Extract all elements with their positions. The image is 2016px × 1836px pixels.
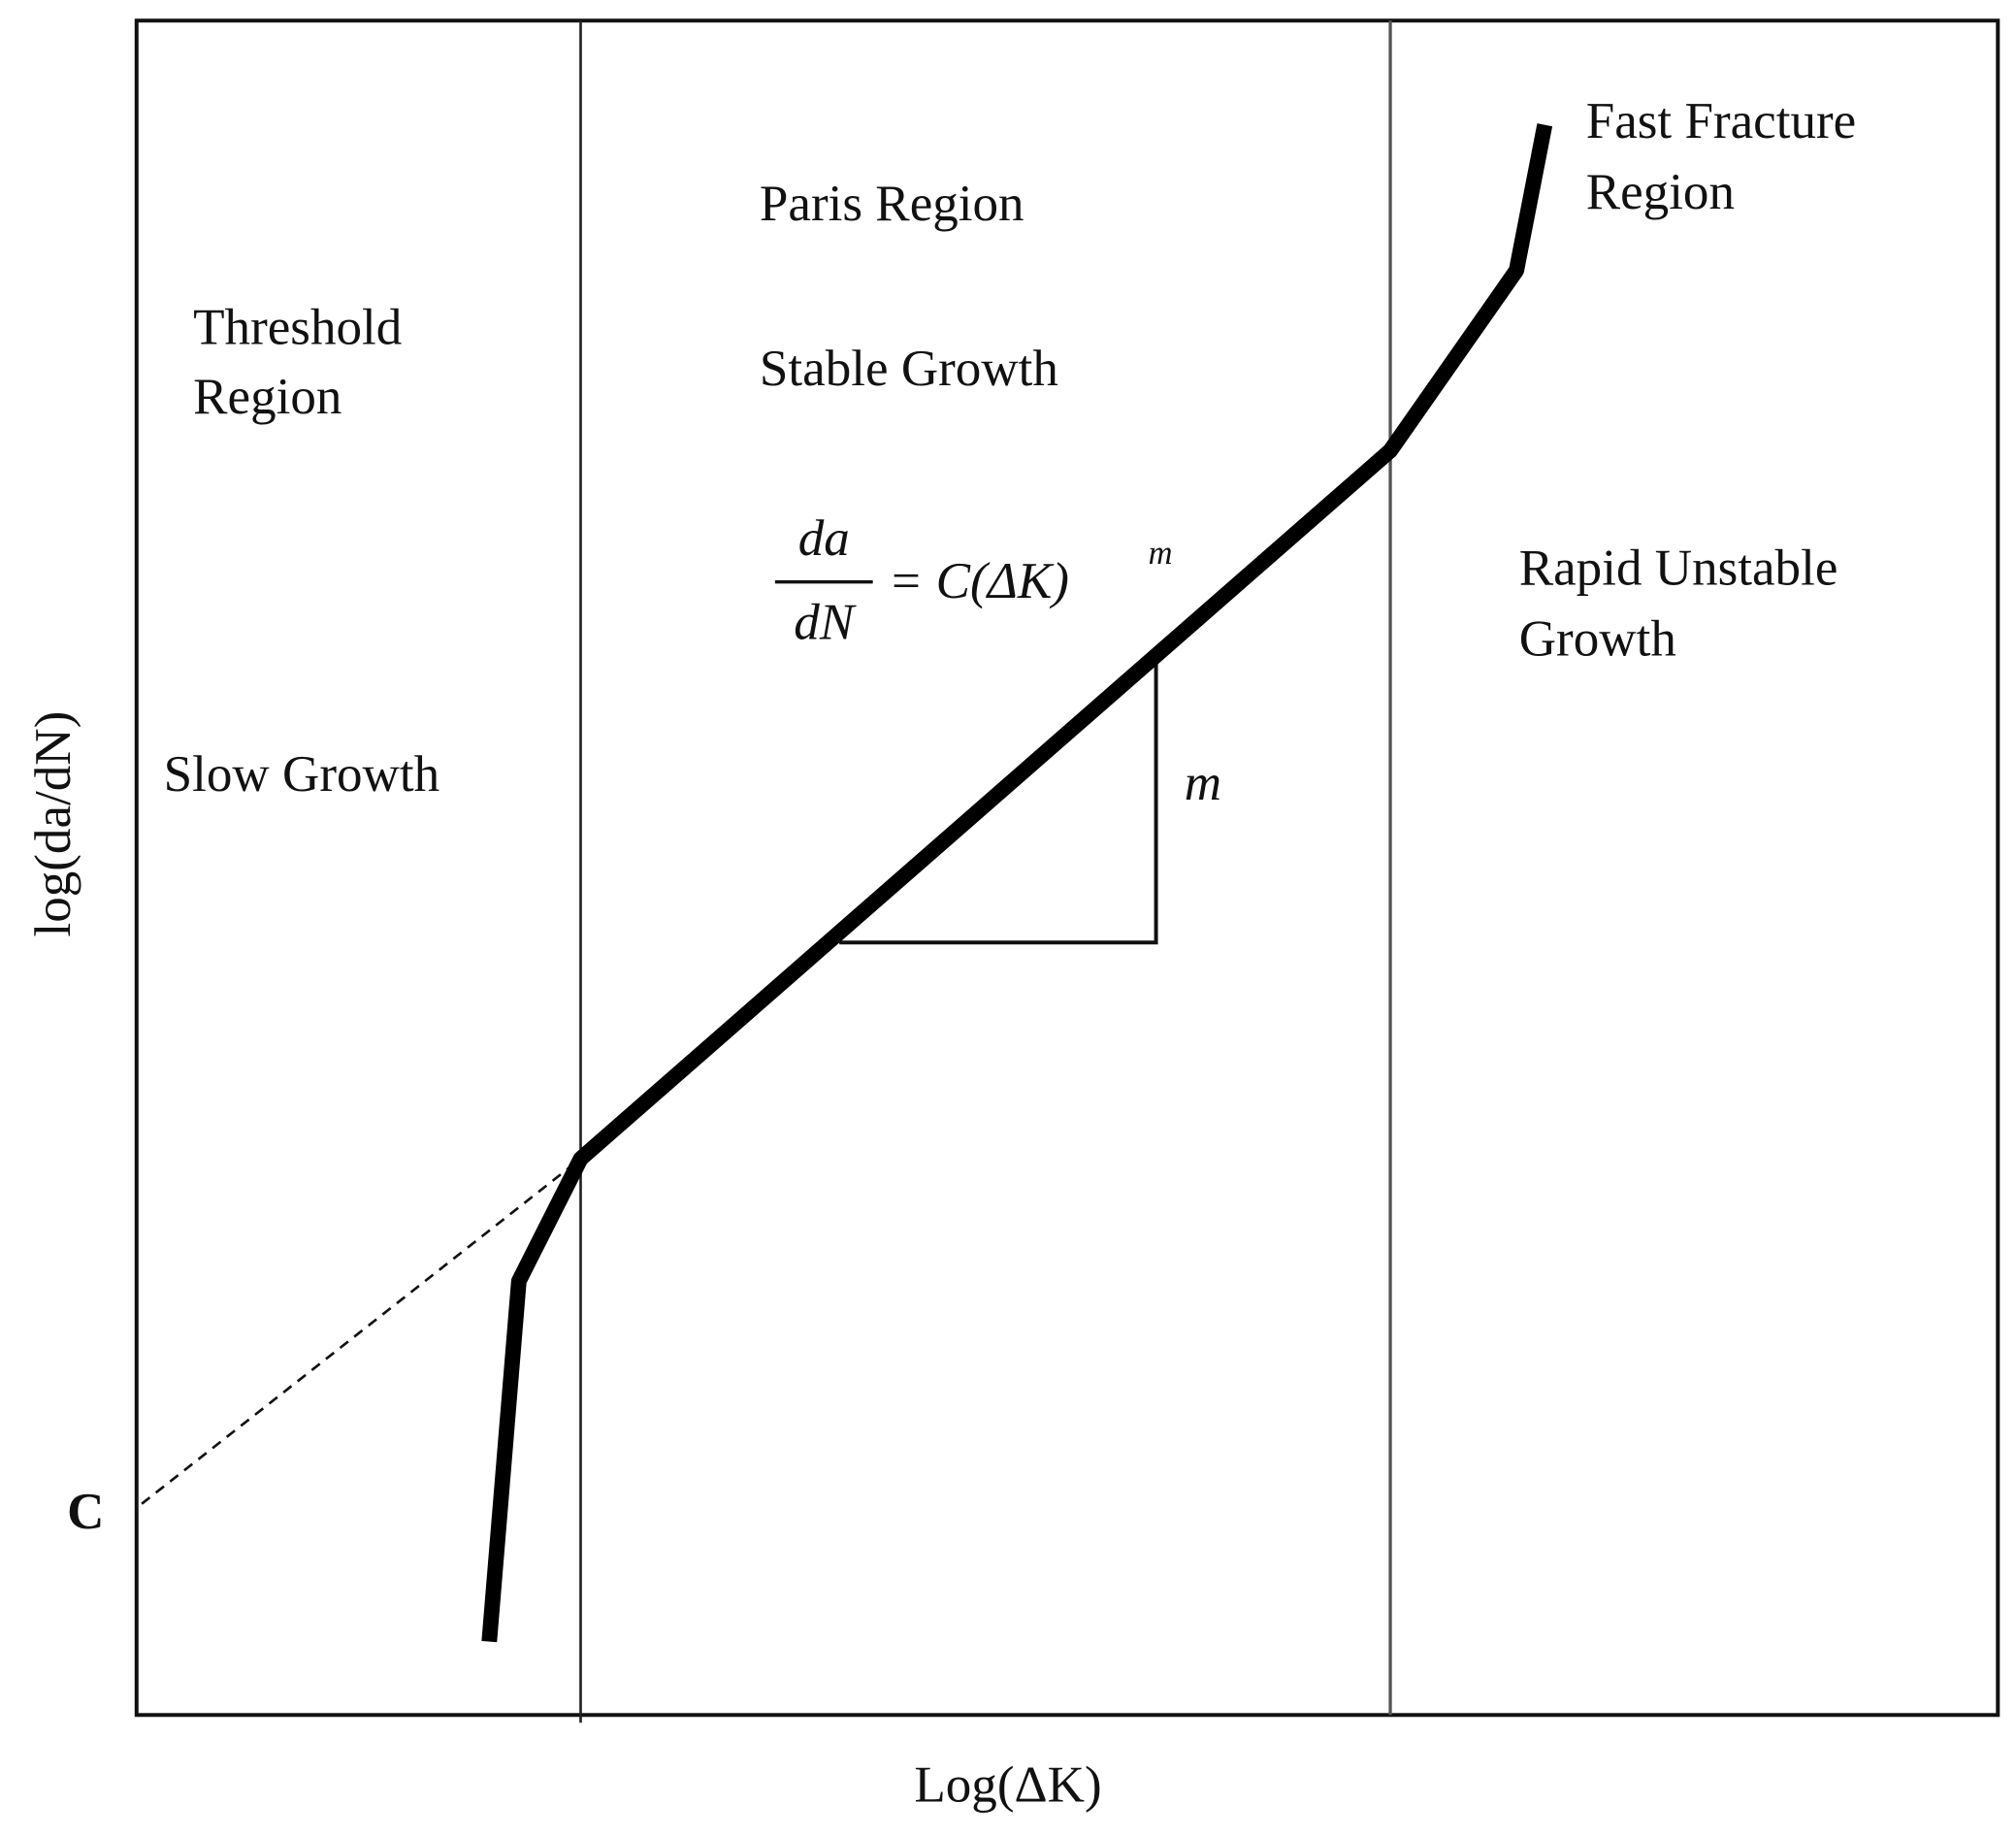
- crack-growth-curve: [481, 123, 1553, 1643]
- region-description: Slow Growth: [164, 746, 440, 803]
- region-description: Rapid Unstable: [1519, 541, 1838, 597]
- region-description: Stable Growth: [760, 341, 1058, 397]
- equation-numerator: da: [798, 510, 850, 567]
- region-description: Growth: [1519, 611, 1676, 668]
- equation-exponent: m: [1149, 535, 1173, 572]
- plot-frame: [134, 18, 2000, 1718]
- region-title: Fast Fracture: [1586, 93, 1857, 149]
- equation-rhs: = C(ΔK): [889, 553, 1069, 609]
- region-title: Paris Region: [760, 176, 1024, 232]
- slope-label: m: [1185, 755, 1221, 811]
- region-title: Threshold: [193, 299, 402, 355]
- region-title: Region: [193, 369, 341, 425]
- y-axis-label: log(da/dN): [25, 711, 81, 937]
- slope-triangle: [839, 663, 1158, 945]
- region-title: Region: [1586, 164, 1735, 220]
- x-axis-label: Log(ΔK): [914, 1756, 1101, 1813]
- extrapolation-line: [141, 1158, 582, 1505]
- intercept-label: C: [67, 1484, 104, 1540]
- equation-denominator: dN: [794, 594, 857, 650]
